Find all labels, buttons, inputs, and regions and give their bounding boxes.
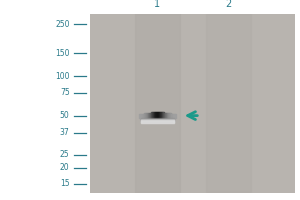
- Text: 37: 37: [60, 128, 70, 137]
- Text: 250: 250: [55, 20, 70, 29]
- Text: 20: 20: [60, 163, 70, 172]
- Text: 75: 75: [60, 88, 70, 97]
- Text: 25: 25: [60, 150, 70, 159]
- Text: 50: 50: [60, 111, 70, 120]
- Text: 150: 150: [55, 49, 70, 58]
- Text: 1: 1: [154, 0, 161, 9]
- Text: 15: 15: [60, 179, 70, 188]
- Text: 100: 100: [55, 72, 70, 81]
- Text: 2: 2: [226, 0, 232, 9]
